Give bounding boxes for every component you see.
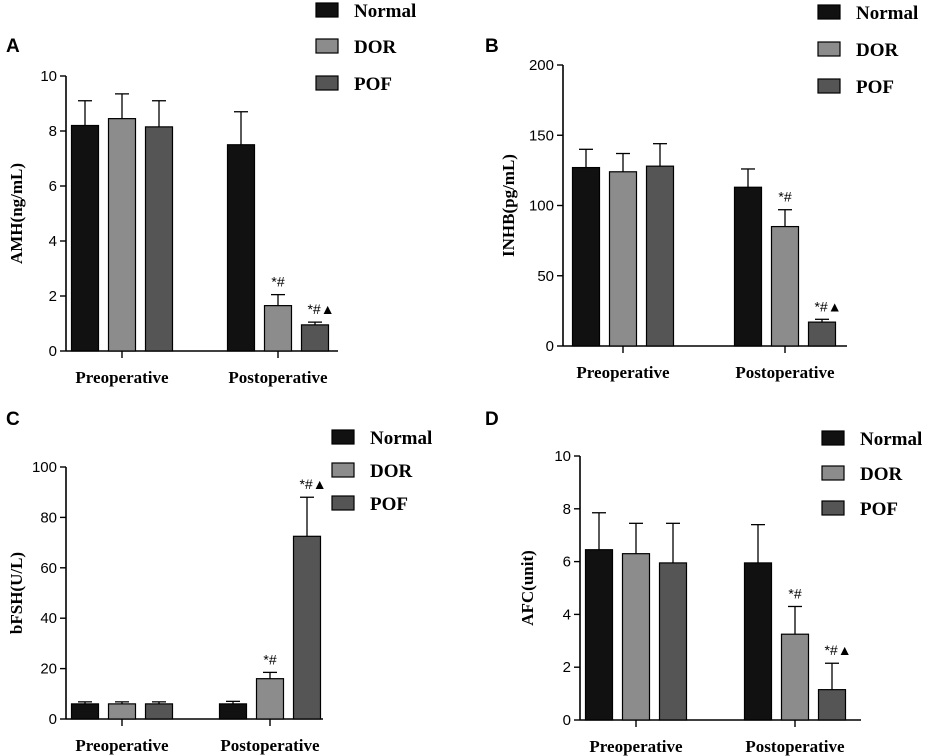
panel-c-legend-swatch-pof [331,495,355,511]
panel-b-bar-dor-1 [770,225,800,347]
panel-a-legend-label-dor: DOR [354,37,397,58]
panel-a-y-tick-label-0: 0 [49,343,57,360]
panel-a-legend-swatch-dor [315,38,339,54]
panel-d-annotation-2: *#▲ [824,642,851,658]
panel-b-y-tick-label-4: 200 [529,57,554,74]
panel-d-bar-dor-0 [621,553,651,721]
panel-c-letter: C [6,409,20,430]
panel-b-bar-pof-1 [807,321,837,347]
panel-c-category-label-1: Postoperative [220,736,320,755]
panel-c-bar-normal-1 [218,703,248,720]
panel-c-legend-label-normal: Normal [370,428,432,449]
panel-a-category-label-0: Preoperative [75,368,169,387]
panel-b-legend-label-normal: Normal [856,3,918,24]
panel-a-category-label-1: Postoperative [228,368,328,387]
panel-d-legend-swatch-normal [821,430,845,446]
panel-c-y-tick-label-3: 60 [40,560,57,577]
panel-a-letter: A [6,36,20,57]
panel-a-bar-dor-0 [107,118,137,352]
panel-a-y-tick-label-1: 2 [49,288,57,305]
panel-d-y-tick-label-2: 4 [563,606,571,623]
panel-d-y-tick-label-0: 0 [563,712,571,729]
panel-a-annotation-2: *#▲ [307,301,334,317]
panel-d-bar-dor-1 [780,633,810,721]
panel-c-bar-dor-0 [107,703,137,720]
panel-c-annotation-1: *# [263,651,276,667]
panel-d-annotation-1: *# [788,585,801,601]
panel-d-y-tick-label-4: 8 [563,501,571,518]
panel-c-legend-label-dor: DOR [370,461,413,482]
panel-b-y-tick-label-2: 100 [529,198,554,215]
panel-c-y-tick-label-0: 0 [49,711,57,728]
panel-d-legend-label-normal: Normal [860,429,922,450]
panel-b-y-label: INHB(pg/mL) [499,154,518,257]
panel-a-bar-dor-1 [263,305,293,352]
panel-d-bar-normal-0 [584,549,614,721]
panel-b-legend-label-pof: POF [856,77,894,98]
panel-c-y-label: bFSH(U/L) [7,552,26,634]
panel-d-legend-swatch-pof [821,500,845,516]
panel-b-category-label-0: Preoperative [576,363,670,382]
panel-b-annotation-1: *# [778,189,791,205]
panel-a-legend-label-pof: POF [354,74,392,95]
panel-c-y-tick-label-4: 80 [40,509,57,526]
panel-b-y-tick-label-3: 150 [529,127,554,144]
panel-b-legend-swatch-dor [817,41,841,57]
panel-b-letter: B [485,36,499,57]
panel-c-legend-swatch-dor [331,462,355,478]
panel-d-legend-label-dor: DOR [860,464,903,485]
panel-a-y-tick-label-2: 4 [49,233,57,250]
panel-d-category-label-0: Preoperative [589,737,683,756]
panel-c-legend-label-pof: POF [370,494,408,515]
panel-c-category-label-0: Preoperative [75,736,169,755]
panel-c-y-tick-label-1: 20 [40,661,57,678]
panel-a-legend-swatch-normal [315,2,339,18]
panel-b-legend-swatch-normal [817,4,841,20]
panel-a-bar-pof-1 [300,324,330,352]
panel-c-y-tick-label-2: 40 [40,610,57,627]
panel-c-bar-normal-0 [70,703,100,720]
panel-d-y-label: AFC(unit) [518,550,537,626]
panel-a-legend-swatch-pof [315,75,339,91]
panel-c-annotation-2: *#▲ [299,476,326,492]
panel-b-legend-label-dor: DOR [856,40,899,61]
panel-d-y-tick-label-3: 6 [563,554,571,571]
panel-a-y-tick-label-4: 8 [49,123,57,140]
panel-c-y-tick-label-5: 100 [32,459,57,476]
panel-d-legend-label-pof: POF [860,499,898,520]
panel-a-y-tick-label-3: 6 [49,178,57,195]
panel-b-bar-dor-0 [608,171,638,347]
panel-d-letter: D [485,409,499,430]
panel-d-y-tick-label-5: 10 [554,448,571,465]
panel-a-bar-normal-0 [70,124,100,352]
panel-d-bar-pof-0 [658,562,688,721]
panel-c-bar-pof-0 [144,703,174,720]
panel-c-legend-swatch-normal [331,429,355,445]
panel-c-bar-dor-1 [255,678,285,720]
panel-b-bar-normal-1 [733,186,763,347]
panel-d-bar-normal-1 [743,562,773,721]
panel-b-y-tick-label-0: 0 [546,338,554,355]
panel-a-annotation-1: *# [271,274,284,290]
panel-a-y-label: AMH(ng/mL) [7,163,26,264]
panel-d-bar-pof-1 [817,689,847,721]
panel-d-legend-swatch-dor [821,465,845,481]
panel-a-bar-normal-1 [226,144,256,352]
panel-d-category-label-1: Postoperative [745,737,845,756]
panel-b-bar-pof-0 [645,165,675,347]
panel-b-y-tick-label-1: 50 [537,268,554,285]
panel-d-y-tick-label-1: 2 [563,659,571,676]
panel-c-bar-pof-1 [292,535,322,720]
panel-b-bar-normal-0 [571,166,601,347]
panel-a-y-tick-label-5: 10 [40,68,57,85]
panel-b-annotation-2: *#▲ [814,298,841,314]
panel-a-bar-pof-0 [144,126,174,352]
panel-b-category-label-1: Postoperative [735,363,835,382]
panel-b-legend-swatch-pof [817,78,841,94]
panel-a-legend-label-normal: Normal [354,1,416,22]
